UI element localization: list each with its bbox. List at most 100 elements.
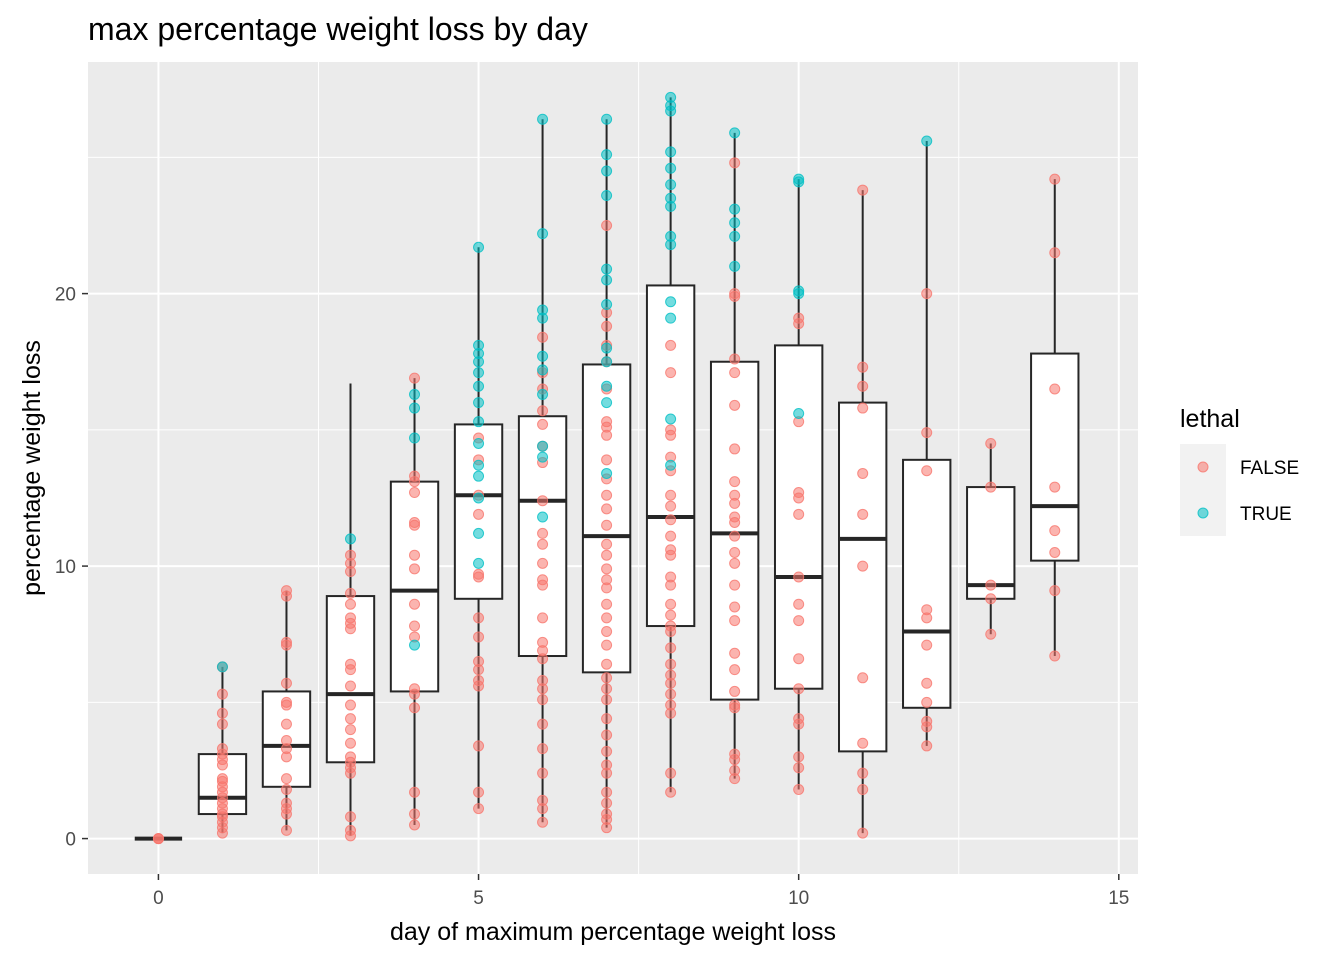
point-true <box>345 533 356 545</box>
point-false <box>280 699 292 711</box>
point-false <box>665 625 677 637</box>
point-false <box>665 767 677 779</box>
point-false <box>152 833 164 845</box>
point-false <box>729 615 741 627</box>
point-true <box>793 176 805 188</box>
legend-label-true: TRUE <box>1240 504 1292 525</box>
point-true <box>537 451 549 463</box>
point-false <box>473 664 485 676</box>
point-true <box>473 437 485 449</box>
point-false <box>729 664 741 676</box>
point-false <box>345 598 356 610</box>
point-false <box>665 658 677 670</box>
point-false <box>601 729 613 741</box>
point-false <box>409 786 421 798</box>
point-false <box>601 582 613 594</box>
point-true <box>665 459 677 471</box>
point-false <box>345 699 356 711</box>
point-false <box>216 759 228 771</box>
point-false <box>729 601 741 613</box>
point-true <box>665 413 677 425</box>
point-true <box>601 356 613 368</box>
point-false <box>665 598 677 610</box>
point-false <box>665 579 677 591</box>
point-false <box>473 786 485 798</box>
data-points <box>152 91 1061 845</box>
point-true <box>409 432 421 444</box>
point-false <box>345 587 356 599</box>
point-false <box>601 672 613 684</box>
point-true <box>665 162 677 174</box>
point-false <box>729 530 741 542</box>
point-false <box>280 590 292 602</box>
point-false <box>665 514 677 526</box>
point-false <box>537 694 549 706</box>
point-true <box>473 380 485 392</box>
point-false <box>857 560 869 572</box>
y-tick-label: 0 <box>65 830 76 851</box>
point-false <box>601 489 613 501</box>
point-false <box>601 639 613 651</box>
point-false <box>537 743 549 755</box>
point-false <box>665 339 677 351</box>
point-true <box>601 113 613 125</box>
point-false <box>729 367 741 379</box>
point-false <box>280 784 292 796</box>
point-false <box>409 598 421 610</box>
point-false <box>793 653 805 665</box>
point-false <box>409 620 421 632</box>
point-false <box>665 688 677 700</box>
point-false <box>729 497 741 509</box>
point-true <box>409 639 421 651</box>
point-true <box>729 230 741 242</box>
legend-label-false: FALSE <box>1240 458 1299 479</box>
x-axis: 0 5 10 15 <box>153 874 1129 909</box>
y-axis: 0 10 20 <box>55 285 88 851</box>
point-false <box>216 688 228 700</box>
point-false <box>857 361 869 373</box>
point-false <box>665 429 677 441</box>
point-false <box>601 598 613 610</box>
point-false <box>729 399 741 411</box>
point-false <box>537 557 549 569</box>
point-false <box>985 593 997 605</box>
point-false <box>473 631 485 643</box>
point-false <box>793 762 805 774</box>
point-true <box>409 388 421 400</box>
point-false <box>601 549 613 561</box>
point-false <box>857 767 869 779</box>
point-true <box>729 203 741 215</box>
point-false <box>280 639 292 651</box>
point-false <box>985 437 997 449</box>
point-true <box>601 190 613 202</box>
point-false <box>665 489 677 501</box>
point-false <box>793 683 805 695</box>
point-false <box>409 563 421 575</box>
point-false <box>857 184 869 196</box>
chart-title: max percentage weight loss by day <box>88 11 588 47</box>
point-false <box>729 685 741 697</box>
point-false <box>601 320 613 332</box>
point-false <box>1049 525 1061 537</box>
point-true <box>601 380 613 392</box>
point-false <box>409 549 421 561</box>
point-false <box>729 546 741 558</box>
point-true <box>665 146 677 158</box>
point-false <box>409 688 421 700</box>
point-false <box>1049 546 1061 558</box>
point-false <box>345 713 356 725</box>
point-false <box>537 612 549 624</box>
point-false <box>729 647 741 659</box>
point-false <box>601 694 613 706</box>
point-false <box>729 443 741 455</box>
point-false <box>729 773 741 785</box>
point-false <box>729 476 741 488</box>
point-true <box>537 312 549 324</box>
x-tick-label: 15 <box>1108 888 1129 909</box>
point-false <box>601 538 613 550</box>
legend-swatch-true <box>1197 507 1209 519</box>
point-false <box>280 824 292 836</box>
point-true <box>601 263 613 275</box>
point-true <box>601 165 613 177</box>
